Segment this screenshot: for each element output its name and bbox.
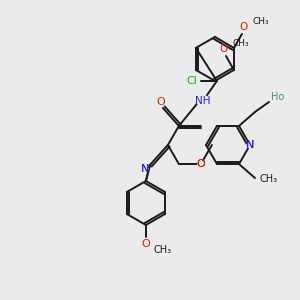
- Circle shape: [247, 142, 253, 148]
- Text: O: O: [157, 97, 165, 107]
- Circle shape: [197, 95, 208, 106]
- Text: O: O: [196, 159, 205, 169]
- Circle shape: [158, 99, 164, 105]
- Circle shape: [142, 166, 148, 172]
- Text: O: O: [196, 159, 205, 169]
- Text: O: O: [240, 22, 248, 32]
- Text: O: O: [220, 44, 228, 54]
- Text: Ho: Ho: [271, 92, 284, 102]
- Text: N: N: [141, 164, 149, 174]
- Text: N: N: [246, 140, 254, 150]
- Text: O: O: [142, 239, 150, 249]
- Text: CH₃: CH₃: [259, 174, 277, 184]
- Circle shape: [198, 161, 204, 167]
- Text: CH₃: CH₃: [154, 245, 172, 255]
- Text: N: N: [141, 164, 149, 174]
- Text: NH: NH: [195, 96, 211, 106]
- Text: CH₃: CH₃: [253, 17, 270, 26]
- Text: CH₃: CH₃: [233, 39, 250, 48]
- Circle shape: [247, 142, 253, 148]
- Circle shape: [142, 166, 148, 172]
- Circle shape: [198, 161, 204, 167]
- Text: Cl: Cl: [186, 76, 197, 86]
- Text: N: N: [246, 140, 254, 150]
